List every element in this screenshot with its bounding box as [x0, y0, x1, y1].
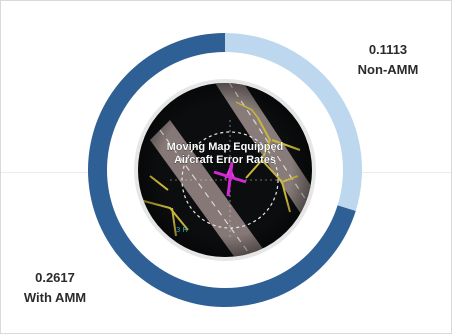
slice-name-with-amm: With AMM — [23, 290, 87, 305]
slice-label-non-amm: 0.1113 Non-AMM — [346, 40, 430, 80]
slice-label-with-amm: 0.2617 With AMM — [16, 268, 94, 308]
airport-moving-map-icon: 3 R — [138, 83, 312, 257]
center-caption-line2: Aircraft Error Rates — [174, 154, 276, 166]
slice-value-with-amm: 0.2617 — [35, 270, 75, 285]
center-caption-line1: Moving Map Equipped — [167, 141, 284, 153]
slice-value-non-amm: 0.1113 — [368, 42, 408, 57]
slice-name-non-amm: Non-AMM — [357, 62, 419, 77]
